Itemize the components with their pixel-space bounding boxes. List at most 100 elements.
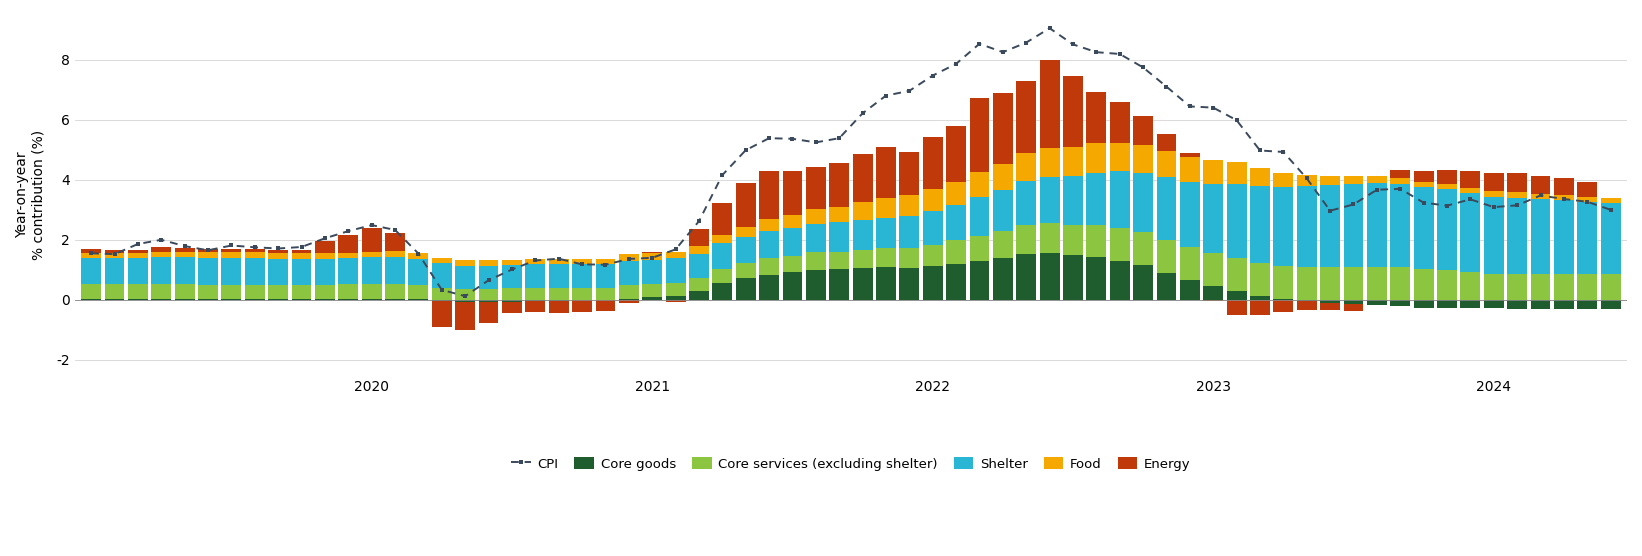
Bar: [736, 263, 755, 278]
Bar: [1274, 300, 1294, 312]
Bar: [386, 256, 406, 284]
Bar: [946, 182, 965, 205]
Bar: [806, 209, 826, 224]
Bar: [80, 252, 102, 258]
Bar: [361, 228, 381, 252]
Bar: [852, 269, 872, 300]
Bar: [199, 252, 218, 258]
Bar: [1156, 151, 1176, 177]
Bar: [151, 257, 171, 284]
Bar: [1133, 265, 1153, 300]
Bar: [174, 257, 195, 285]
Bar: [1087, 173, 1107, 225]
Bar: [1484, 191, 1504, 197]
Bar: [900, 247, 920, 268]
Bar: [409, 254, 429, 259]
Bar: [338, 285, 358, 300]
Bar: [946, 126, 965, 182]
Bar: [315, 254, 335, 259]
Bar: [199, 299, 218, 300]
Bar: [1274, 266, 1294, 299]
Bar: [923, 211, 943, 245]
Bar: [128, 258, 148, 285]
Bar: [361, 284, 381, 299]
Bar: [642, 260, 662, 284]
Bar: [1016, 225, 1036, 254]
Bar: [665, 259, 685, 283]
Bar: [877, 147, 897, 198]
Bar: [478, 300, 499, 302]
Bar: [993, 231, 1013, 259]
Bar: [713, 203, 732, 235]
Bar: [245, 250, 264, 252]
Bar: [1366, 267, 1387, 300]
Bar: [222, 249, 241, 252]
Bar: [1133, 173, 1153, 232]
Bar: [1110, 143, 1130, 171]
Bar: [548, 265, 568, 288]
Bar: [1530, 193, 1550, 199]
Bar: [946, 205, 965, 240]
Y-axis label: Year-on-year
% contribution (%): Year-on-year % contribution (%): [15, 130, 46, 260]
Bar: [174, 249, 195, 252]
Bar: [1227, 184, 1246, 259]
CPI: [783, 136, 803, 142]
Bar: [619, 261, 639, 285]
Bar: [1391, 178, 1410, 184]
Bar: [1437, 170, 1456, 184]
Bar: [1039, 60, 1059, 148]
Bar: [1343, 300, 1363, 304]
Bar: [1039, 148, 1059, 177]
Bar: [806, 224, 826, 252]
Bar: [900, 195, 920, 216]
Bar: [619, 285, 639, 299]
Bar: [783, 171, 803, 215]
Bar: [946, 240, 965, 264]
Bar: [338, 252, 358, 258]
Bar: [900, 216, 920, 247]
Bar: [571, 300, 593, 312]
Bar: [1156, 135, 1176, 151]
Bar: [1297, 267, 1317, 300]
Bar: [1437, 184, 1456, 190]
Bar: [1343, 304, 1363, 311]
Bar: [455, 302, 475, 330]
Bar: [174, 299, 195, 300]
Bar: [690, 278, 709, 291]
Bar: [713, 235, 732, 243]
Bar: [1297, 186, 1317, 267]
Bar: [736, 227, 755, 237]
Bar: [829, 222, 849, 252]
Bar: [1133, 232, 1153, 265]
Bar: [1062, 225, 1084, 255]
Bar: [596, 265, 616, 288]
Bar: [1250, 300, 1269, 315]
Bar: [783, 256, 803, 272]
Bar: [783, 229, 803, 256]
Bar: [1553, 178, 1573, 195]
Bar: [642, 297, 662, 300]
Bar: [665, 283, 685, 296]
Bar: [1343, 176, 1363, 184]
Bar: [1297, 175, 1317, 186]
Bar: [222, 252, 241, 258]
Bar: [1087, 257, 1107, 300]
Bar: [432, 258, 452, 263]
Bar: [1227, 291, 1246, 300]
Bar: [268, 250, 287, 254]
Bar: [1320, 176, 1340, 185]
Bar: [736, 278, 755, 300]
Bar: [1016, 81, 1036, 153]
Bar: [969, 236, 990, 261]
Bar: [478, 302, 499, 323]
Bar: [1553, 200, 1573, 274]
Bar: [1016, 181, 1036, 225]
Bar: [596, 300, 616, 311]
Bar: [829, 207, 849, 222]
Bar: [525, 301, 545, 312]
Bar: [1414, 300, 1433, 307]
Bar: [1530, 176, 1550, 193]
Bar: [478, 289, 499, 300]
CPI: [1320, 207, 1340, 214]
Bar: [502, 265, 522, 289]
